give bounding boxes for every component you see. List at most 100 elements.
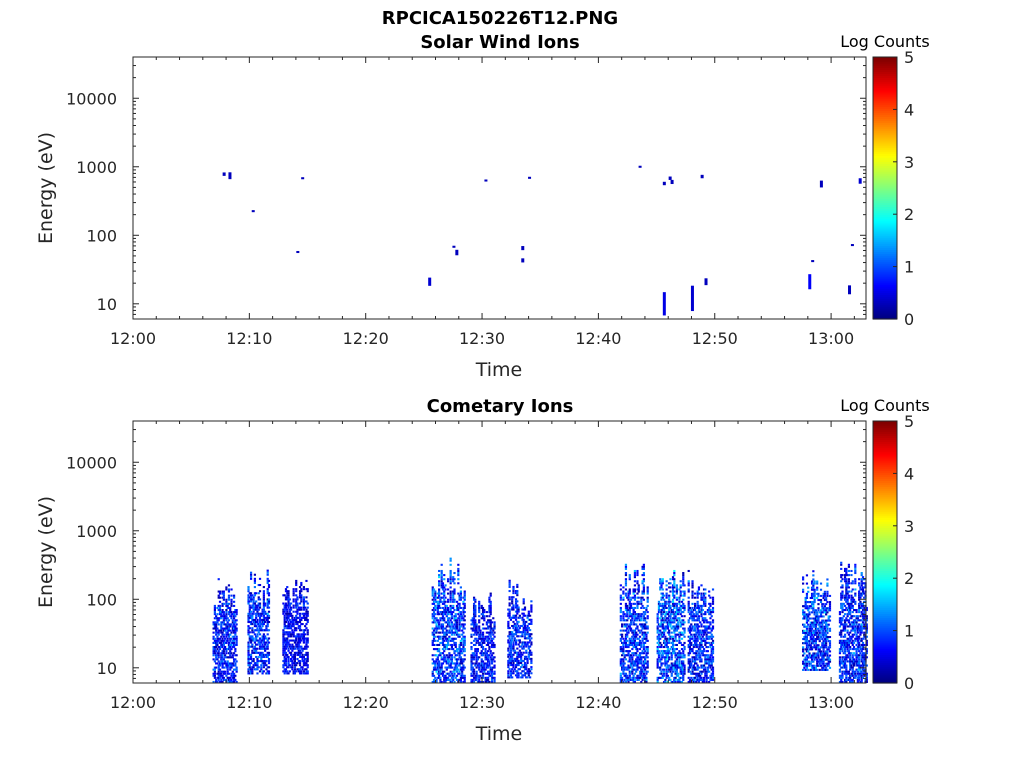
colorbar-swatch xyxy=(873,116,897,120)
spectrogram-cell xyxy=(525,668,528,671)
colorbar-swatch xyxy=(873,196,897,199)
spectrogram-cell xyxy=(696,678,699,681)
spectrogram-cell xyxy=(283,637,286,640)
spectrogram-cell xyxy=(516,629,519,632)
spectrogram-cell xyxy=(282,602,285,605)
spectrogram-cell xyxy=(453,590,456,593)
spectrogram-cell xyxy=(702,600,706,603)
spectrogram-cell xyxy=(517,635,520,638)
spectrogram-cell xyxy=(234,619,237,622)
spectrogram-cell xyxy=(635,668,638,671)
spectrogram-cell xyxy=(627,598,630,601)
spectrogram-cell xyxy=(292,639,295,642)
spectrogram-cell xyxy=(452,580,455,583)
spectrogram-cell xyxy=(802,668,805,671)
spectrogram-cell xyxy=(472,672,476,675)
spectrogram-cell xyxy=(296,616,299,619)
spectrogram-cell xyxy=(444,637,447,640)
spectrogram-cell xyxy=(697,633,701,636)
spectrogram-cell xyxy=(249,596,253,599)
colorbar-swatch xyxy=(873,278,897,281)
spectrogram-cell xyxy=(701,666,704,669)
spectrogram-cell xyxy=(432,680,436,683)
spectrogram-cell xyxy=(441,623,445,626)
spectrogram-cell xyxy=(671,604,675,607)
spectrogram-cell xyxy=(525,633,528,636)
spectrogram-cell xyxy=(636,656,639,659)
spectrogram-cell xyxy=(471,666,474,669)
spectrogram-cell xyxy=(265,647,268,650)
spectrogram-cell xyxy=(227,643,231,647)
spectrogram-cell xyxy=(222,602,225,605)
spectrogram-cell xyxy=(255,643,258,646)
spectrogram-cell xyxy=(662,609,666,612)
spectrogram-cell xyxy=(665,625,668,628)
colorbar-swatch xyxy=(873,167,897,171)
spectrogram-cell xyxy=(691,611,694,614)
spectrogram-cell xyxy=(267,586,271,589)
spectrogram-cell xyxy=(805,615,809,618)
spectrogram-cell xyxy=(235,680,238,683)
spectrogram-cell xyxy=(454,676,457,679)
spectrogram-cell xyxy=(665,602,668,605)
colorbar-swatch xyxy=(873,161,897,165)
spectrogram-cell xyxy=(221,621,224,624)
spectrogram-cell xyxy=(300,647,303,650)
colorbar-swatch xyxy=(873,222,897,226)
spectrogram-cell xyxy=(289,627,293,630)
spectrogram-cell xyxy=(459,680,462,683)
spectrogram-cell xyxy=(675,627,678,630)
spectrogram-cell xyxy=(226,656,229,659)
spectrogram-cell xyxy=(439,668,442,671)
spectrogram-cell xyxy=(441,670,445,673)
spectrogram-cell xyxy=(474,600,477,603)
spectrogram-cell xyxy=(440,600,443,603)
spectrogram-cell xyxy=(260,645,263,648)
spectrogram-cell xyxy=(489,635,492,638)
spectrogram-cell xyxy=(701,652,704,655)
spectrogram-cell xyxy=(432,613,436,616)
spectrogram-cell xyxy=(695,654,698,657)
spectrogram-cell xyxy=(687,658,690,661)
spectrogram-cell xyxy=(664,619,667,622)
spectrogram-cell xyxy=(476,656,480,659)
spectrogram-cell xyxy=(517,659,520,662)
spectrogram-cell xyxy=(678,596,681,599)
spectrogram-cell xyxy=(305,647,308,650)
spectrogram-cell xyxy=(449,572,452,575)
spectrogram-cell xyxy=(253,608,257,611)
spectrogram-cell xyxy=(692,678,695,681)
spectrogram-cell xyxy=(483,652,486,655)
spectrogram-cell xyxy=(474,619,477,622)
spectrogram-cell xyxy=(701,639,704,642)
spectrogram-cell xyxy=(509,641,513,644)
spectrogram-cell xyxy=(520,672,523,675)
spectrogram-cell xyxy=(526,661,529,665)
spectrogram-cell xyxy=(627,646,630,649)
spectrogram-cell xyxy=(296,668,299,671)
spectrogram-cell xyxy=(225,678,228,681)
spectrogram-cell xyxy=(511,657,514,660)
spectrogram-cell xyxy=(474,664,477,667)
spectrogram-cell xyxy=(459,668,462,671)
spectrogram-cell xyxy=(814,615,818,618)
spectrogram-cell xyxy=(690,676,693,679)
spectrogram-cell xyxy=(642,567,645,570)
spectrogram-cell xyxy=(669,590,672,593)
spectrogram-cell xyxy=(622,680,625,683)
spectrogram-cell xyxy=(444,656,447,659)
spectrogram-cell xyxy=(220,656,223,659)
spectrogram-cell xyxy=(470,658,473,661)
spectrogram-cell xyxy=(258,627,262,630)
colorbar-swatch xyxy=(873,200,897,203)
spectrogram-cell xyxy=(633,588,637,591)
spectrogram-cell xyxy=(260,664,263,667)
spectrogram-cell xyxy=(508,631,511,634)
spectrogram-cell xyxy=(659,586,662,589)
spectrogram-cell xyxy=(688,631,692,634)
spectrogram-cell xyxy=(706,631,709,634)
spectrogram-cell xyxy=(508,602,511,605)
spectrogram-cell xyxy=(509,649,513,652)
spectrogram-cell xyxy=(678,602,681,605)
spectrogram-cell xyxy=(656,646,659,649)
